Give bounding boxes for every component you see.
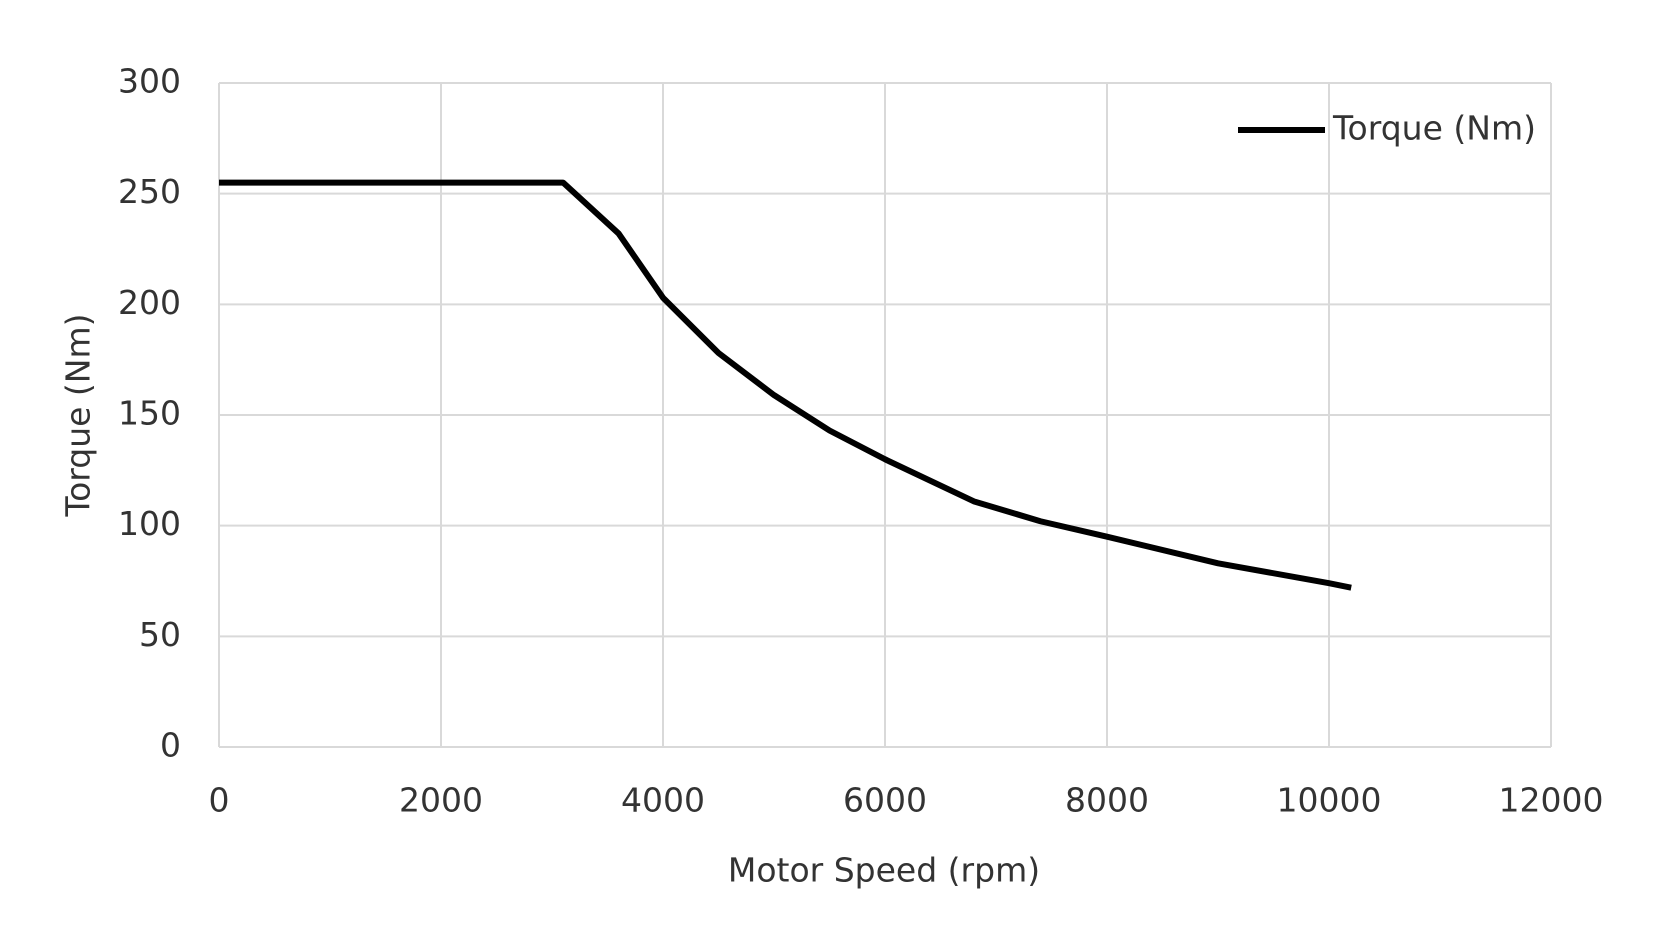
x-axis-label: Motor Speed (rpm) bbox=[728, 851, 1040, 890]
x-tick-label: 6000 bbox=[843, 781, 927, 820]
x-tick-label: 12000 bbox=[1499, 781, 1604, 820]
y-axis-label: Torque (Nm) bbox=[59, 314, 98, 518]
x-tick-label: 2000 bbox=[399, 781, 483, 820]
y-tick-label: 250 bbox=[118, 172, 181, 211]
x-tick-label: 8000 bbox=[1065, 781, 1149, 820]
line bbox=[219, 179, 1352, 591]
legend-label: Torque (Nm) bbox=[1332, 109, 1536, 148]
y-tick-label: 50 bbox=[139, 615, 181, 654]
y-tick-label: 300 bbox=[118, 62, 181, 101]
x-tick-label: 4000 bbox=[621, 781, 705, 820]
y-tick-label: 100 bbox=[118, 504, 181, 543]
y-tick-label: 200 bbox=[118, 283, 181, 322]
y-tick-label: 0 bbox=[160, 726, 181, 765]
x-tick-label: 0 bbox=[209, 781, 230, 820]
y-tick-label: 150 bbox=[118, 394, 181, 433]
x-tick-label: 10000 bbox=[1277, 781, 1382, 820]
